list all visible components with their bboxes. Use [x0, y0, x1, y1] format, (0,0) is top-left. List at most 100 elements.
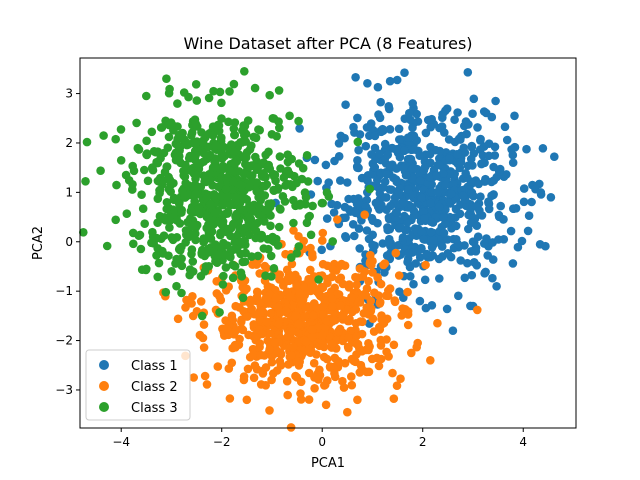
scatter-point — [341, 233, 351, 242]
scatter-point — [112, 180, 121, 190]
scatter-point — [274, 222, 284, 232]
scatter-point — [327, 199, 336, 209]
scatter-point — [283, 390, 293, 400]
scatter-point — [353, 156, 362, 165]
scatter-point — [242, 153, 251, 162]
scatter-point — [440, 128, 449, 137]
scatter-point — [373, 273, 382, 282]
scatter-point — [302, 151, 312, 160]
scatter-point — [306, 230, 316, 240]
scatter-point — [236, 138, 245, 147]
scatter-point — [476, 134, 485, 144]
scatter-point — [246, 205, 256, 214]
scatter-point — [433, 187, 443, 197]
scatter-point — [128, 161, 137, 171]
scatter-point — [395, 152, 405, 162]
series-2-points — [159, 210, 482, 432]
scatter-point — [235, 237, 245, 247]
scatter-point — [259, 169, 268, 178]
scatter-point — [300, 283, 309, 292]
scatter-point — [407, 202, 417, 212]
scatter-point — [219, 164, 229, 173]
x-tick-label: 0 — [318, 435, 326, 449]
scatter-point — [250, 83, 260, 93]
scatter-point — [235, 204, 245, 214]
scatter-point — [409, 279, 418, 289]
scatter-point — [242, 395, 252, 405]
scatter-point — [383, 150, 393, 160]
scatter-point — [396, 135, 406, 144]
scatter-point — [281, 181, 290, 190]
scatter-point — [237, 272, 247, 281]
scatter-point — [325, 362, 335, 371]
scatter-point — [253, 251, 263, 261]
scatter-point — [464, 120, 473, 129]
scatter-point — [362, 367, 372, 377]
scatter-point — [288, 327, 297, 336]
scatter-point — [403, 320, 413, 330]
scatter-point — [269, 264, 279, 273]
scatter-point — [322, 354, 332, 364]
legend-label-class-3: Class 3 — [131, 401, 178, 416]
scatter-point — [517, 236, 527, 246]
scatter-point — [157, 123, 167, 132]
scatter-point — [440, 219, 450, 229]
scatter-point — [362, 226, 372, 235]
scatter-point — [268, 169, 278, 179]
scatter-point — [368, 170, 377, 179]
scatter-point — [508, 158, 518, 167]
scatter-point — [186, 206, 196, 216]
scatter-point — [329, 315, 339, 325]
scatter-point — [401, 171, 411, 180]
scatter-point — [334, 275, 344, 284]
scatter-point — [229, 79, 239, 89]
scatter-point — [368, 240, 377, 250]
scatter-point — [394, 188, 404, 198]
scatter-point — [328, 339, 337, 349]
scatter-point — [417, 243, 426, 253]
scatter-point — [241, 159, 250, 169]
scatter-point — [203, 248, 213, 257]
scatter-point — [206, 200, 215, 209]
scatter-point — [403, 218, 412, 227]
scatter-point — [195, 330, 205, 340]
scatter-point — [275, 152, 285, 161]
scatter-point — [353, 395, 362, 405]
scatter-point — [467, 141, 477, 151]
scatter-point — [343, 407, 352, 417]
scatter-point — [255, 315, 264, 324]
scatter-point — [487, 112, 497, 122]
y-axis-ticks: −3 −2 −1 0 1 2 3 — [55, 87, 80, 397]
scatter-point — [391, 208, 401, 217]
scatter-point — [492, 282, 501, 291]
x-tick-label: 2 — [419, 435, 427, 449]
scatter-point — [334, 356, 343, 366]
scatter-point — [216, 228, 225, 238]
scatter-point — [425, 173, 435, 182]
scatter-point — [275, 204, 285, 213]
scatter-point — [324, 178, 334, 187]
scatter-point — [275, 275, 284, 284]
scatter-point — [433, 318, 442, 328]
legend: Class 1 Class 2 Class 3 — [85, 349, 191, 421]
scatter-point — [210, 163, 220, 172]
scatter-point — [368, 314, 378, 324]
scatter-point — [218, 154, 227, 163]
scatter-point — [384, 102, 394, 111]
scatter-point — [199, 234, 208, 243]
scatter-point — [295, 201, 305, 210]
scatter-point — [318, 259, 328, 269]
scatter-point — [421, 260, 430, 270]
scatter-point — [473, 232, 483, 241]
scatter-point — [392, 164, 401, 173]
scatter-point — [184, 92, 193, 102]
scatter-point — [453, 239, 463, 249]
scatter-point — [466, 154, 476, 164]
scatter-point — [231, 211, 241, 220]
scatter-point — [255, 202, 264, 212]
scatter-point — [374, 291, 383, 300]
scatter-point — [524, 211, 534, 220]
scatter-point — [82, 137, 92, 147]
scatter-point — [471, 247, 481, 256]
scatter-point — [204, 93, 214, 103]
